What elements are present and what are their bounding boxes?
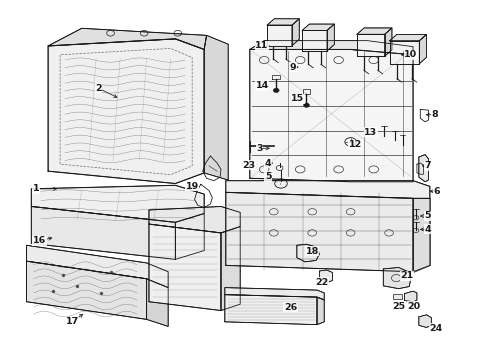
Polygon shape [419,154,428,182]
Polygon shape [297,244,319,262]
Polygon shape [175,213,204,259]
Polygon shape [357,34,385,56]
Polygon shape [26,245,168,288]
Text: 9: 9 [290,63,296,72]
Polygon shape [221,226,240,311]
Text: 26: 26 [284,302,297,311]
Text: 3: 3 [256,144,263,153]
Text: 22: 22 [315,278,328,287]
Text: 17: 17 [66,317,79,326]
Text: 24: 24 [430,324,443,333]
Polygon shape [267,25,292,46]
Text: 19: 19 [186,182,199,191]
Text: 8: 8 [431,110,438,119]
Polygon shape [225,294,317,325]
Circle shape [273,88,279,93]
Text: 16: 16 [33,236,46,245]
Text: 10: 10 [404,50,417,59]
Text: 4: 4 [424,225,431,234]
Text: 23: 23 [242,161,255,170]
Polygon shape [317,297,324,325]
Polygon shape [319,270,332,282]
Polygon shape [302,30,327,51]
Polygon shape [149,224,221,311]
Polygon shape [357,28,392,34]
Polygon shape [204,35,228,180]
Polygon shape [225,288,324,300]
Polygon shape [327,24,334,51]
Polygon shape [226,192,413,272]
Text: 7: 7 [424,161,431,170]
Text: 20: 20 [408,302,420,311]
Text: 1: 1 [33,184,39,193]
Text: 11: 11 [255,41,269,50]
Text: 21: 21 [401,271,414,280]
Text: 13: 13 [364,128,377,137]
Polygon shape [419,35,426,64]
Polygon shape [383,267,411,289]
Polygon shape [31,207,175,259]
Text: 12: 12 [349,140,362,149]
Circle shape [304,103,309,107]
Polygon shape [413,198,430,272]
Text: 5: 5 [265,172,271,181]
Polygon shape [390,35,426,41]
Polygon shape [302,24,334,30]
Text: 25: 25 [392,302,405,311]
Polygon shape [26,261,147,319]
Polygon shape [250,41,413,55]
Text: 14: 14 [256,81,269,90]
Text: 6: 6 [434,187,441,196]
Polygon shape [292,19,299,46]
Polygon shape [48,28,207,49]
Polygon shape [385,28,392,56]
Text: 5: 5 [424,211,431,220]
Polygon shape [419,315,431,328]
Polygon shape [149,207,240,233]
Text: 4: 4 [265,158,271,167]
Polygon shape [31,185,204,222]
Polygon shape [267,19,299,25]
Text: 2: 2 [95,84,102,93]
Text: 15: 15 [291,94,304,103]
Polygon shape [147,279,168,327]
Polygon shape [390,41,419,64]
Polygon shape [250,49,413,182]
Polygon shape [226,181,430,198]
Polygon shape [48,39,204,184]
Text: 18: 18 [306,247,319,256]
Bar [393,294,401,299]
Polygon shape [404,291,417,302]
